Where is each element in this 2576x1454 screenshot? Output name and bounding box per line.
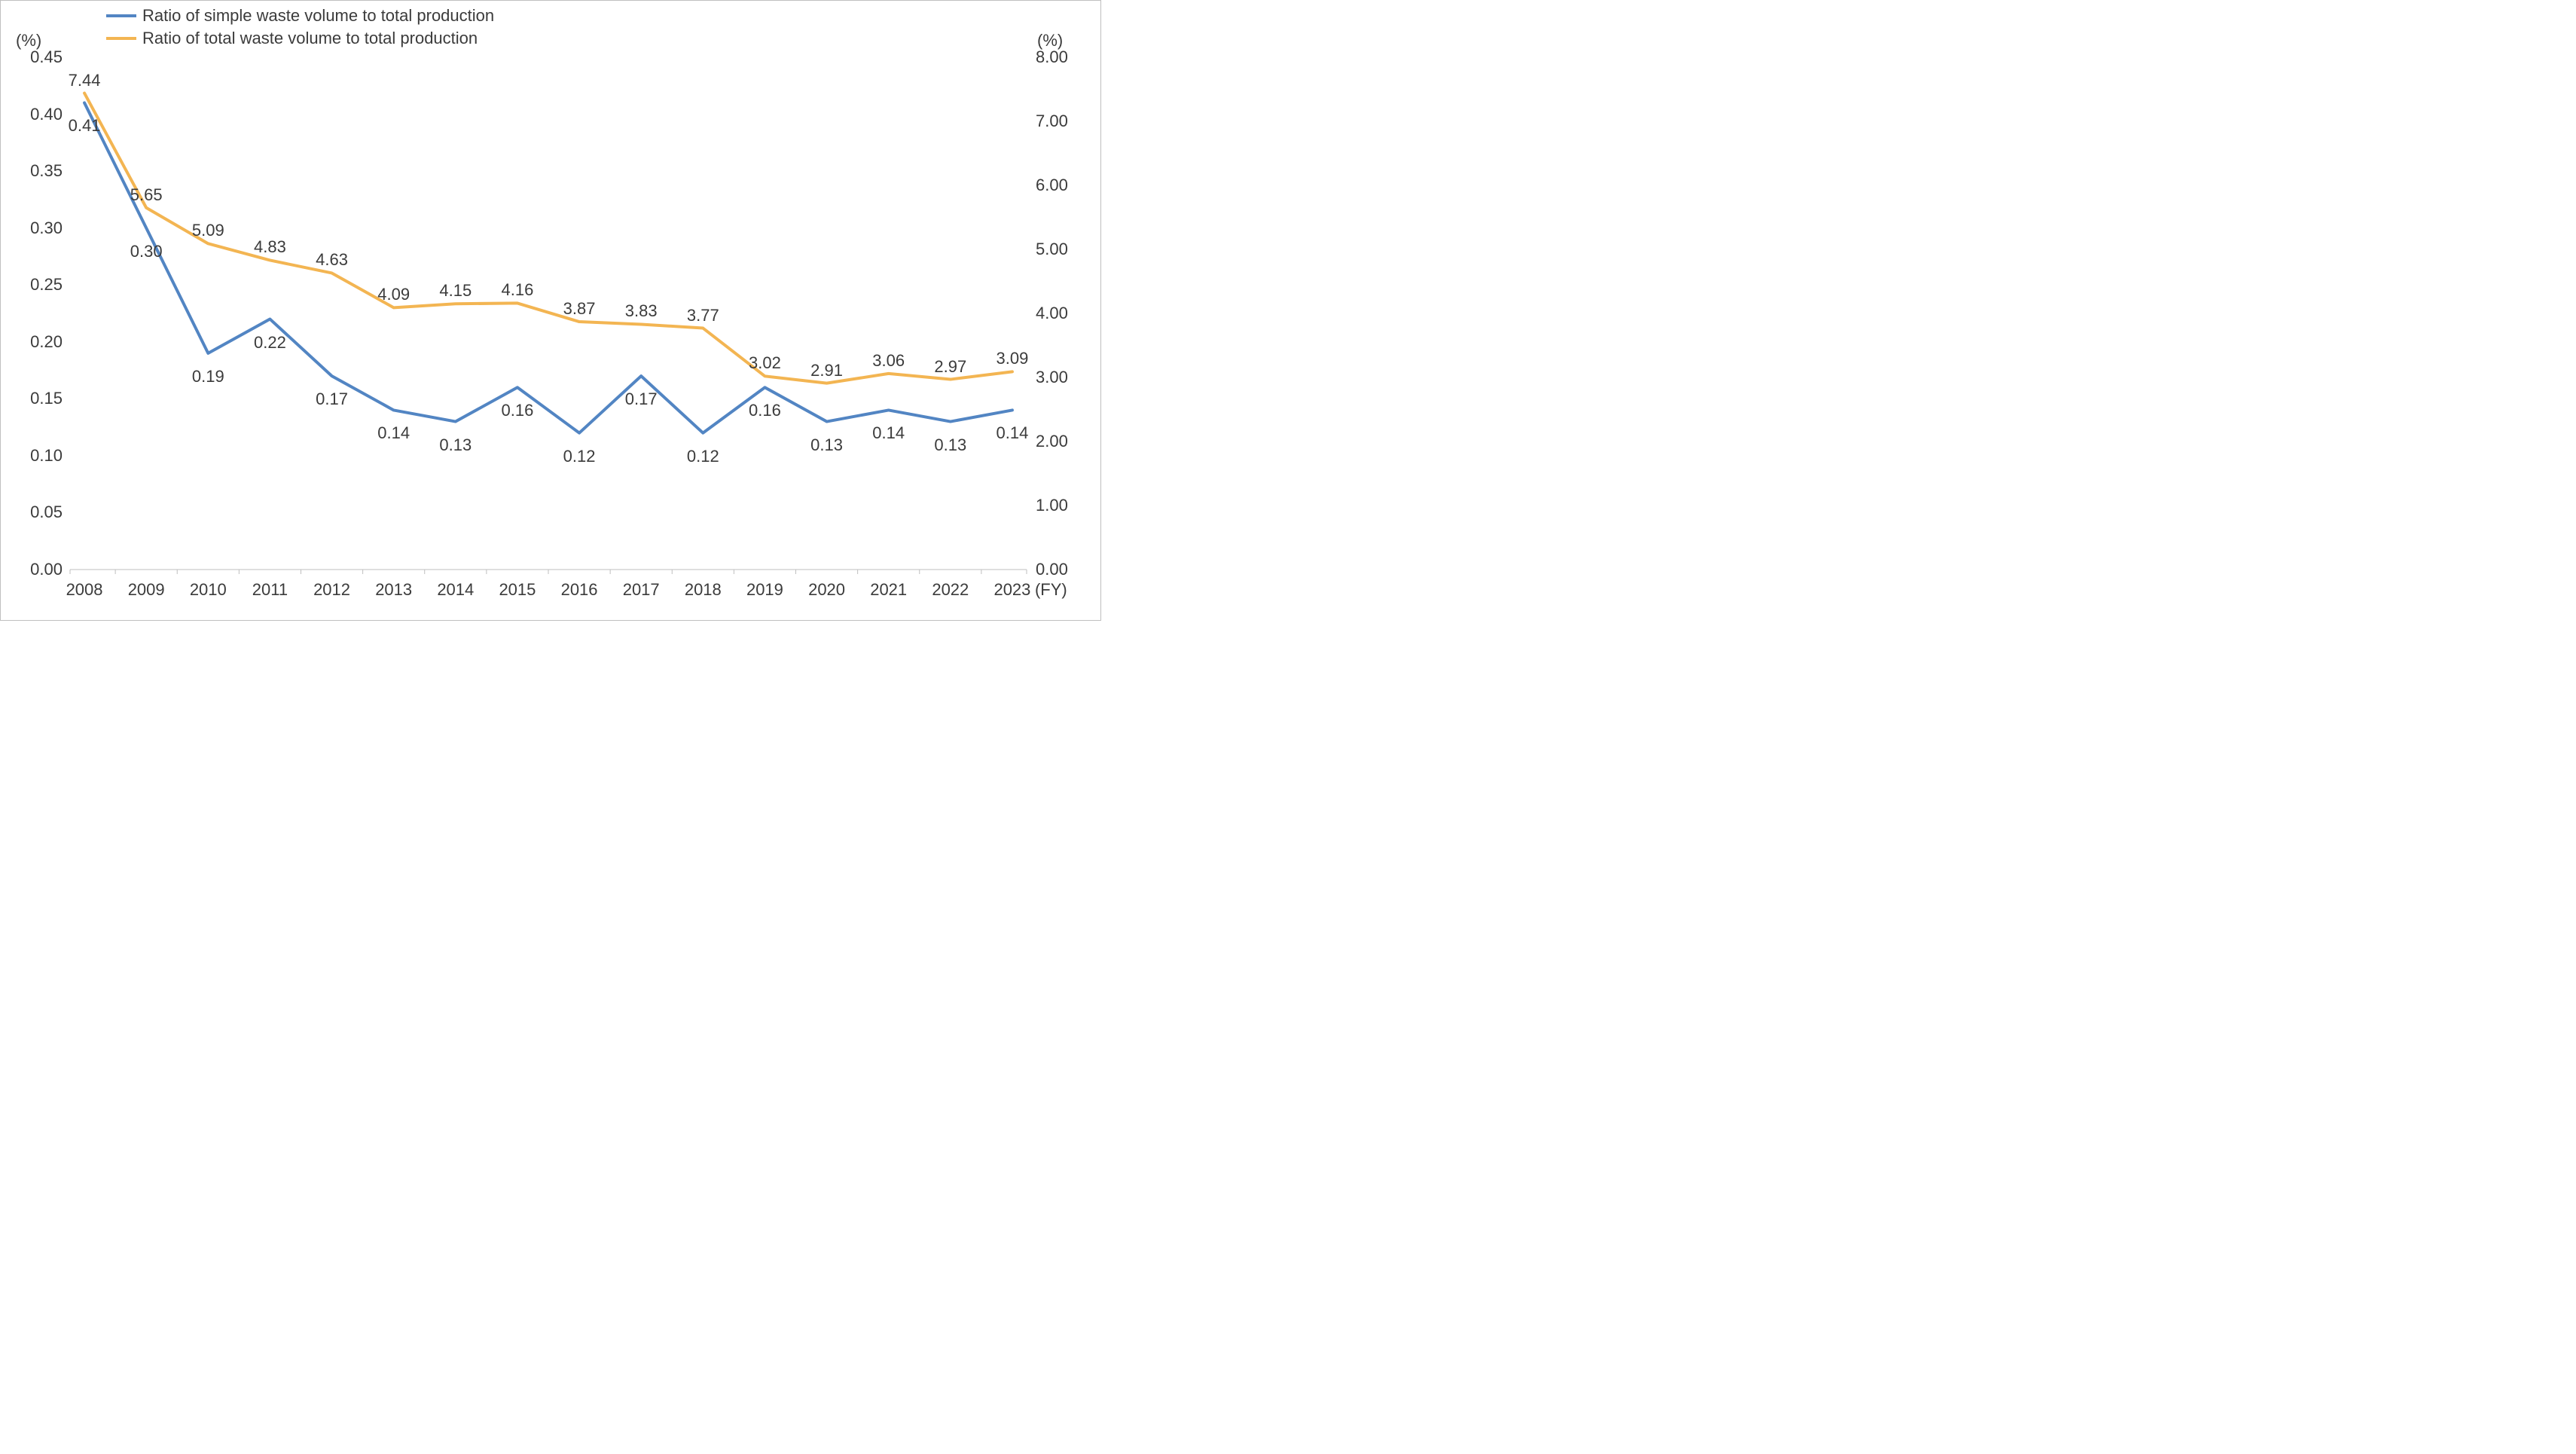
data-label: 0.13 xyxy=(810,435,843,455)
x-tick-label: 2013 xyxy=(375,580,412,600)
y-left-tick-label: 0.25 xyxy=(30,275,63,295)
y-left-tick-label: 0.10 xyxy=(30,446,63,466)
data-label: 0.14 xyxy=(377,423,410,443)
y-right-tick-label: 0.00 xyxy=(1036,560,1068,579)
y-right-tick-label: 8.00 xyxy=(1036,47,1068,67)
x-tick-label: 2022 xyxy=(932,580,969,600)
data-label: 0.14 xyxy=(997,423,1029,443)
x-tick-label: 2017 xyxy=(623,580,660,600)
x-tick-label: 2014 xyxy=(437,580,474,600)
y-left-tick-label: 0.30 xyxy=(30,218,63,238)
data-label: 0.16 xyxy=(749,401,781,420)
x-tick-label: 2008 xyxy=(66,580,103,600)
y-left-tick-label: 0.00 xyxy=(30,560,63,579)
data-label: 0.12 xyxy=(687,447,719,466)
x-tick-label: 2023 xyxy=(993,580,1030,600)
data-label: 0.14 xyxy=(872,423,905,443)
y-left-tick-label: 0.40 xyxy=(30,105,63,124)
waste-ratio-chart: Ratio of simple waste volume to total pr… xyxy=(0,0,1101,621)
x-tick-label: 2015 xyxy=(499,580,536,600)
x-tick-label: 2018 xyxy=(685,580,722,600)
data-label: 3.06 xyxy=(872,351,905,371)
y-right-tick-label: 1.00 xyxy=(1036,496,1068,515)
y-left-tick-label: 0.45 xyxy=(30,47,63,67)
y-right-tick-label: 5.00 xyxy=(1036,240,1068,259)
data-label: 0.17 xyxy=(316,389,348,409)
y-right-tick-label: 4.00 xyxy=(1036,304,1068,323)
data-label: 0.17 xyxy=(625,389,658,409)
data-label: 5.09 xyxy=(192,221,224,240)
y-right-tick-label: 2.00 xyxy=(1036,432,1068,451)
x-tick-label: 2020 xyxy=(808,580,845,600)
data-label: 0.19 xyxy=(192,367,224,386)
chart-svg xyxy=(1,1,1100,620)
data-label: 3.02 xyxy=(749,353,781,373)
y-right-tick-label: 6.00 xyxy=(1036,176,1068,195)
data-label: 0.30 xyxy=(130,242,163,261)
data-label: 0.13 xyxy=(934,435,966,455)
data-label: 0.13 xyxy=(439,435,472,455)
y-left-tick-label: 0.35 xyxy=(30,161,63,181)
data-label: 4.83 xyxy=(254,237,286,257)
data-label: 3.09 xyxy=(997,349,1029,368)
x-tick-label: 2011 xyxy=(252,580,288,600)
data-label: 0.12 xyxy=(563,447,596,466)
x-tick-label: 2009 xyxy=(128,580,165,600)
data-label: 4.16 xyxy=(502,280,534,300)
y-left-tick-label: 0.05 xyxy=(30,502,63,522)
data-label: 4.63 xyxy=(316,250,348,270)
data-label: 3.87 xyxy=(563,299,596,319)
data-label: 0.41 xyxy=(69,116,101,136)
y-right-tick-label: 3.00 xyxy=(1036,368,1068,387)
data-label: 0.16 xyxy=(502,401,534,420)
x-tick-label: 2019 xyxy=(746,580,783,600)
x-axis-suffix: (FY) xyxy=(1035,580,1067,600)
data-label: 2.97 xyxy=(934,357,966,377)
data-label: 4.09 xyxy=(377,285,410,304)
data-label: 3.83 xyxy=(625,301,658,321)
y-right-tick-label: 7.00 xyxy=(1036,111,1068,131)
y-left-tick-label: 0.20 xyxy=(30,332,63,352)
x-tick-label: 2016 xyxy=(561,580,598,600)
x-tick-label: 2012 xyxy=(313,580,350,600)
x-tick-label: 2010 xyxy=(190,580,227,600)
data-label: 3.77 xyxy=(687,306,719,325)
data-label: 7.44 xyxy=(69,71,101,90)
data-label: 2.91 xyxy=(810,361,843,380)
x-tick-label: 2021 xyxy=(870,580,907,600)
data-label: 0.22 xyxy=(254,333,286,353)
data-label: 5.65 xyxy=(130,185,163,205)
data-label: 4.15 xyxy=(439,281,472,301)
y-left-tick-label: 0.15 xyxy=(30,389,63,408)
